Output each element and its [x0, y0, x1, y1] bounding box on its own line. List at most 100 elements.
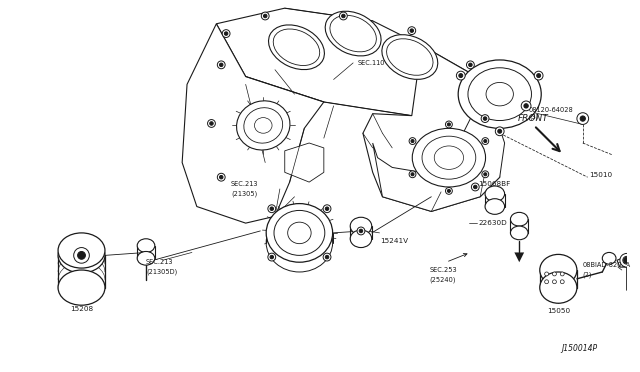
Circle shape [580, 116, 586, 121]
Polygon shape [372, 104, 504, 211]
Circle shape [483, 117, 487, 120]
Text: 15241V: 15241V [381, 238, 408, 244]
Circle shape [220, 63, 223, 67]
Text: (21305D): (21305D) [146, 269, 177, 275]
Ellipse shape [137, 251, 155, 265]
Ellipse shape [458, 60, 541, 128]
Polygon shape [182, 24, 324, 223]
Circle shape [222, 30, 230, 38]
Ellipse shape [387, 39, 433, 75]
Circle shape [268, 253, 276, 261]
Circle shape [409, 171, 416, 178]
Circle shape [484, 140, 487, 142]
Ellipse shape [485, 199, 504, 214]
Circle shape [456, 71, 465, 80]
Ellipse shape [511, 212, 528, 226]
Text: (25240): (25240) [429, 276, 456, 283]
Text: (21305): (21305) [231, 190, 257, 197]
Ellipse shape [273, 29, 320, 65]
Ellipse shape [468, 68, 531, 121]
Circle shape [468, 63, 472, 67]
Ellipse shape [244, 108, 283, 143]
Circle shape [495, 127, 504, 136]
Circle shape [534, 71, 543, 80]
Ellipse shape [540, 254, 577, 286]
Circle shape [325, 207, 329, 211]
Circle shape [524, 104, 528, 108]
Text: SEC.213: SEC.213 [146, 259, 173, 265]
Circle shape [268, 205, 276, 213]
Circle shape [445, 187, 452, 194]
Polygon shape [285, 143, 324, 182]
Ellipse shape [511, 226, 528, 240]
Circle shape [207, 119, 216, 127]
Ellipse shape [255, 118, 272, 133]
Ellipse shape [485, 186, 504, 202]
Text: SEC.253: SEC.253 [429, 267, 457, 273]
Circle shape [357, 227, 365, 235]
Circle shape [482, 138, 489, 144]
Ellipse shape [137, 239, 155, 253]
Polygon shape [515, 253, 524, 262]
Circle shape [264, 14, 267, 18]
Ellipse shape [58, 270, 105, 305]
Circle shape [560, 272, 564, 276]
Ellipse shape [58, 233, 105, 268]
Circle shape [77, 251, 85, 259]
Text: 15068BF: 15068BF [478, 181, 511, 187]
Ellipse shape [602, 253, 616, 264]
Circle shape [409, 138, 416, 144]
Ellipse shape [266, 203, 333, 262]
Circle shape [323, 253, 331, 261]
Ellipse shape [412, 128, 486, 187]
Circle shape [625, 259, 628, 262]
Text: SEC.110: SEC.110 [358, 60, 385, 66]
Circle shape [445, 121, 452, 128]
Circle shape [261, 12, 269, 20]
Circle shape [623, 257, 630, 263]
Ellipse shape [288, 222, 311, 244]
Circle shape [225, 32, 228, 35]
Polygon shape [216, 8, 490, 116]
Ellipse shape [274, 211, 325, 255]
Text: FRONT: FRONT [517, 114, 548, 123]
Text: 22630D: 22630D [478, 220, 507, 226]
Circle shape [339, 12, 348, 20]
Text: 08BIAD-8201A: 08BIAD-8201A [583, 262, 631, 268]
Ellipse shape [330, 15, 376, 52]
Ellipse shape [540, 272, 577, 303]
Ellipse shape [269, 25, 324, 70]
Polygon shape [617, 256, 637, 267]
Circle shape [210, 122, 213, 125]
Circle shape [482, 171, 489, 178]
Circle shape [620, 253, 634, 267]
Circle shape [474, 185, 477, 189]
Circle shape [411, 140, 414, 142]
Circle shape [552, 272, 556, 276]
Circle shape [218, 173, 225, 181]
Circle shape [410, 29, 413, 32]
Circle shape [498, 129, 502, 133]
Ellipse shape [422, 136, 476, 179]
Ellipse shape [325, 11, 381, 56]
Ellipse shape [237, 101, 290, 150]
Circle shape [467, 61, 474, 69]
Circle shape [325, 255, 329, 259]
Text: 08120-64028
(3): 08120-64028 (3) [529, 107, 574, 121]
Circle shape [342, 14, 345, 18]
Circle shape [623, 256, 630, 264]
Circle shape [447, 189, 451, 192]
Circle shape [270, 255, 273, 259]
Circle shape [220, 176, 223, 179]
Ellipse shape [266, 214, 333, 272]
Circle shape [323, 205, 331, 213]
Circle shape [408, 27, 416, 35]
Ellipse shape [350, 230, 372, 247]
Text: 15050: 15050 [547, 308, 570, 314]
Circle shape [447, 123, 451, 126]
Text: 15010: 15010 [589, 172, 612, 178]
Text: J150014P: J150014P [561, 344, 597, 353]
Ellipse shape [382, 35, 438, 79]
Circle shape [359, 229, 363, 233]
Circle shape [560, 280, 564, 284]
